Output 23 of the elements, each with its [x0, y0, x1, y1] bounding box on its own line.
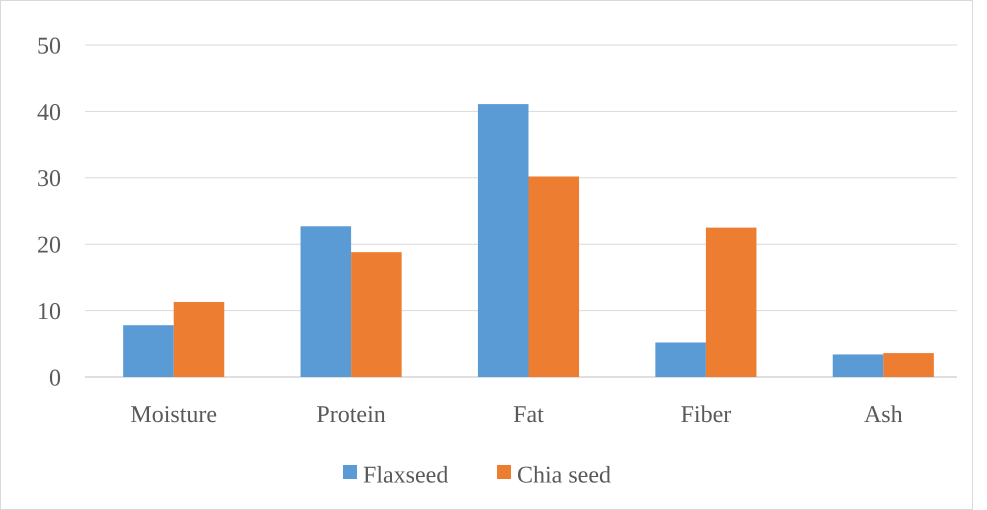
- bar: [351, 252, 402, 377]
- bar: [706, 228, 756, 377]
- y-tick-label: 10: [37, 299, 61, 325]
- bar: [655, 342, 706, 377]
- x-tick-label: Ash: [864, 402, 903, 428]
- bar: [123, 325, 174, 377]
- bar: [883, 353, 934, 377]
- y-tick-label: 0: [49, 365, 61, 392]
- y-tick-label: 30: [37, 166, 61, 192]
- x-tick-label: Protein: [316, 402, 386, 428]
- legend-label: Flaxseed: [363, 462, 448, 488]
- bar: [478, 104, 528, 377]
- y-tick-label: 40: [37, 100, 61, 126]
- x-tick-label: Fiber: [680, 402, 732, 428]
- y-tick-label: 20: [37, 232, 61, 259]
- bar: [174, 302, 224, 377]
- bar: [300, 226, 352, 377]
- bar: [832, 354, 884, 377]
- legend-label: Chia seed: [517, 462, 611, 488]
- bar: [528, 176, 580, 377]
- y-tick-label: 50: [37, 33, 61, 60]
- x-tick-label: Moisture: [130, 402, 218, 428]
- x-tick-label: Fat: [513, 402, 544, 428]
